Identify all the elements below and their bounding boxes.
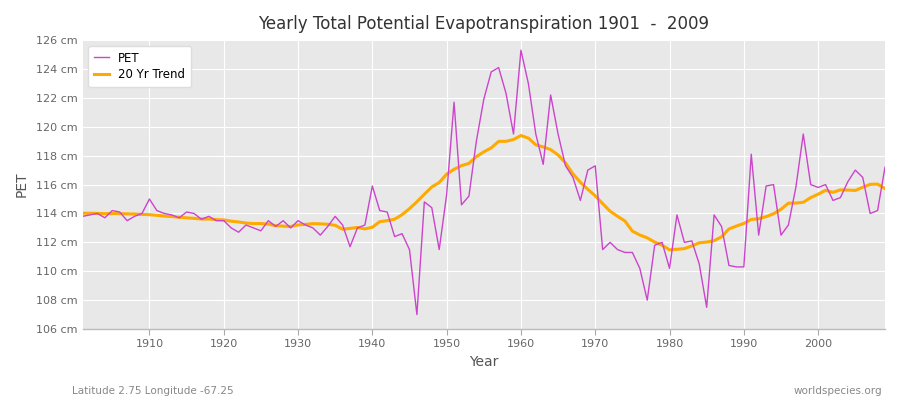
- 20 Yr Trend: [523, 136, 534, 140]
- 20 Yr Trend: [300, 222, 310, 227]
- PET: [530, 132, 541, 136]
- PET: [619, 250, 630, 255]
- 20 Yr Trend: [508, 137, 519, 142]
- PET: [300, 223, 310, 228]
- Text: worldspecies.org: worldspecies.org: [794, 386, 882, 396]
- 20 Yr Trend: [612, 214, 623, 219]
- Y-axis label: PET: PET: [15, 172, 29, 197]
- PET: [345, 244, 356, 249]
- X-axis label: Year: Year: [469, 355, 499, 369]
- PET: [411, 312, 422, 317]
- Legend: PET, 20 Yr Trend: PET, 20 Yr Trend: [88, 46, 191, 87]
- PET: [523, 81, 534, 86]
- 20 Yr Trend: [516, 133, 526, 138]
- PET: [77, 214, 88, 219]
- Line: 20 Yr Trend: 20 Yr Trend: [83, 136, 885, 250]
- 20 Yr Trend: [137, 212, 148, 217]
- 20 Yr Trend: [345, 226, 356, 231]
- PET: [137, 211, 148, 216]
- PET: [879, 165, 890, 170]
- Title: Yearly Total Potential Evapotranspiration 1901  -  2009: Yearly Total Potential Evapotranspiratio…: [258, 15, 709, 33]
- Line: PET: PET: [83, 50, 885, 314]
- 20 Yr Trend: [664, 248, 675, 252]
- Text: Latitude 2.75 Longitude -67.25: Latitude 2.75 Longitude -67.25: [72, 386, 234, 396]
- 20 Yr Trend: [879, 186, 890, 191]
- 20 Yr Trend: [77, 211, 88, 216]
- PET: [516, 48, 526, 53]
